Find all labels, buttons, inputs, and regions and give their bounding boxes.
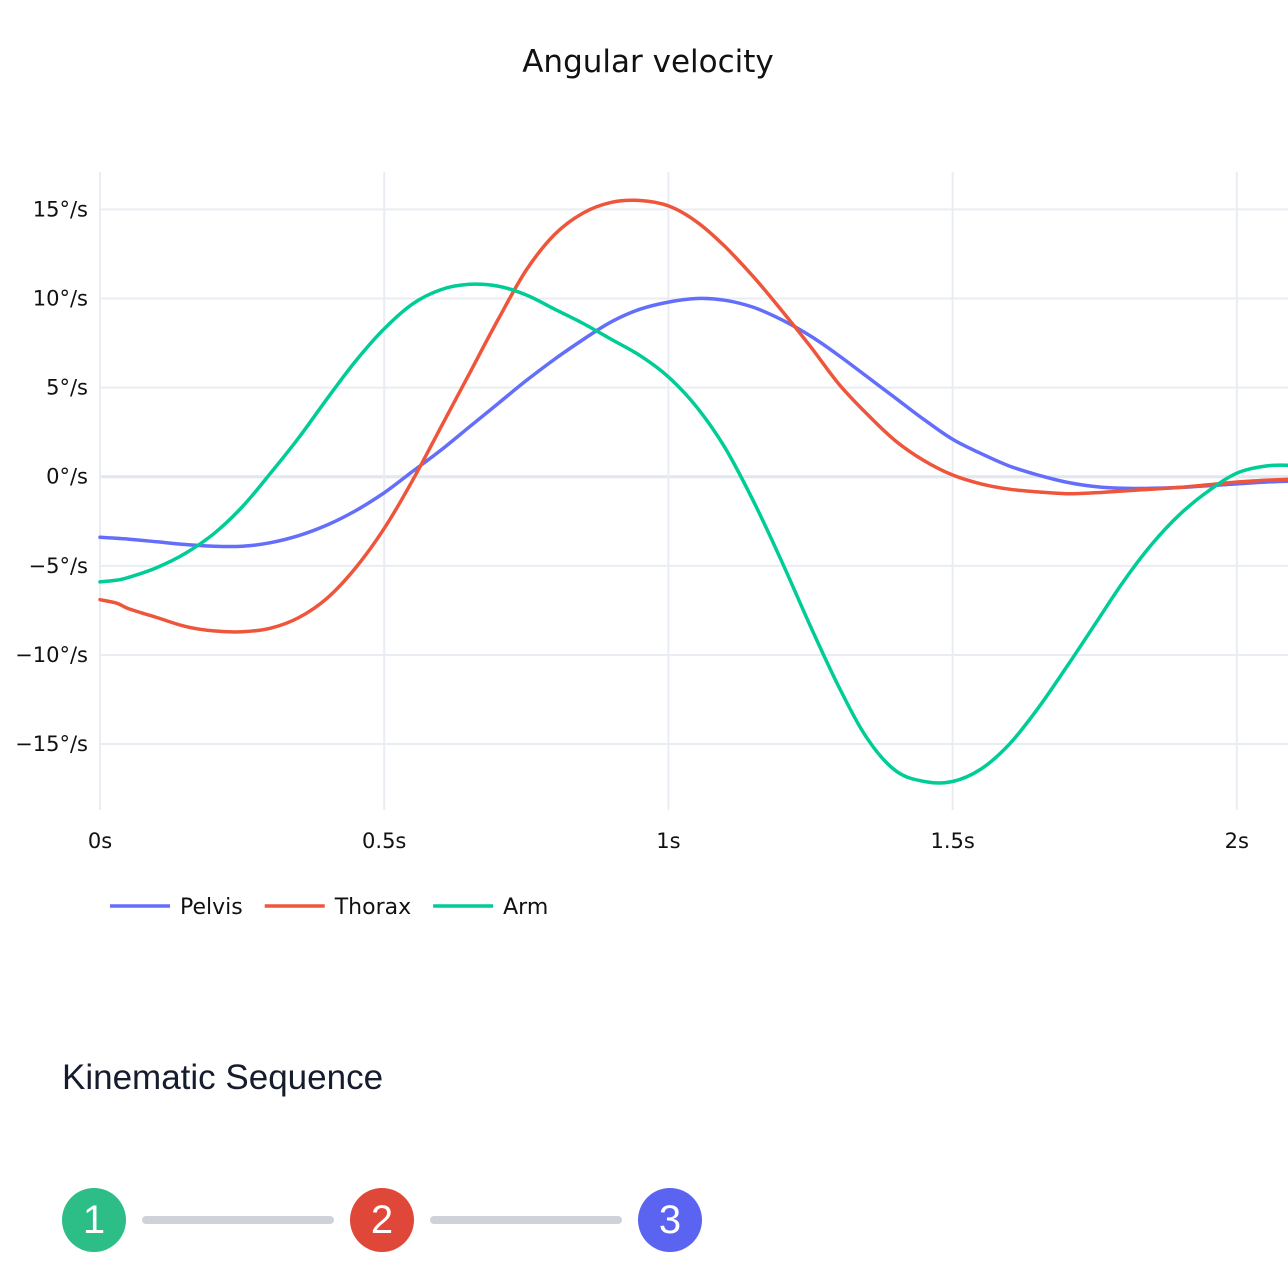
kinematic-sequence-steps: 1 2 3 [62, 1188, 702, 1252]
x-tick-label: 0s [88, 829, 112, 853]
legend-item-pelvis[interactable]: Pelvis [110, 895, 243, 920]
y-tick-label: −10°/s [15, 643, 88, 667]
sequence-step-1: 1 [62, 1188, 126, 1252]
kinematic-sequence-title: Kinematic Sequence [62, 1058, 384, 1097]
legend-item-arm[interactable]: Arm [433, 895, 548, 920]
y-tick-label: −5°/s [29, 554, 88, 578]
legend[interactable]: Pelvis Thorax Arm [110, 895, 548, 920]
chart-title: Angular velocity [522, 44, 774, 80]
sequence-step-3: 3 [638, 1188, 702, 1252]
grid [99, 172, 1288, 810]
y-tick-label: 0°/s [46, 465, 88, 489]
sequence-step-2: 2 [350, 1188, 414, 1252]
y-tick-label: 5°/s [46, 376, 88, 400]
legend-label: Thorax [334, 895, 411, 920]
y-tick-label: 15°/s [33, 197, 88, 221]
series-lines [98, 198, 1288, 785]
x-tick-label: 1s [656, 829, 680, 853]
angular-velocity-chart: Angular velocity 15°/s 10°/s 5°/s 0°/s −5°/s… [15, 44, 1288, 920]
sequence-connector [430, 1216, 622, 1224]
axis-ticks: 15°/s 10°/s 5°/s 0°/s −5°/s −10°/s −15°/s 0s 0.5… [15, 197, 1249, 853]
sequence-connector [142, 1216, 334, 1224]
series-line-thorax [98, 198, 1288, 634]
legend-label: Arm [503, 895, 548, 920]
legend-label: Pelvis [180, 895, 243, 920]
y-tick-label: −15°/s [15, 732, 88, 756]
legend-item-thorax[interactable]: Thorax [264, 895, 411, 920]
series-line-arm [98, 282, 1288, 785]
series-line-pelvis [98, 296, 1288, 549]
x-tick-label: 1.5s [930, 829, 974, 853]
x-tick-label: 2s [1225, 829, 1249, 853]
y-tick-label: 10°/s [33, 287, 88, 311]
x-tick-label: 0.5s [362, 829, 406, 853]
